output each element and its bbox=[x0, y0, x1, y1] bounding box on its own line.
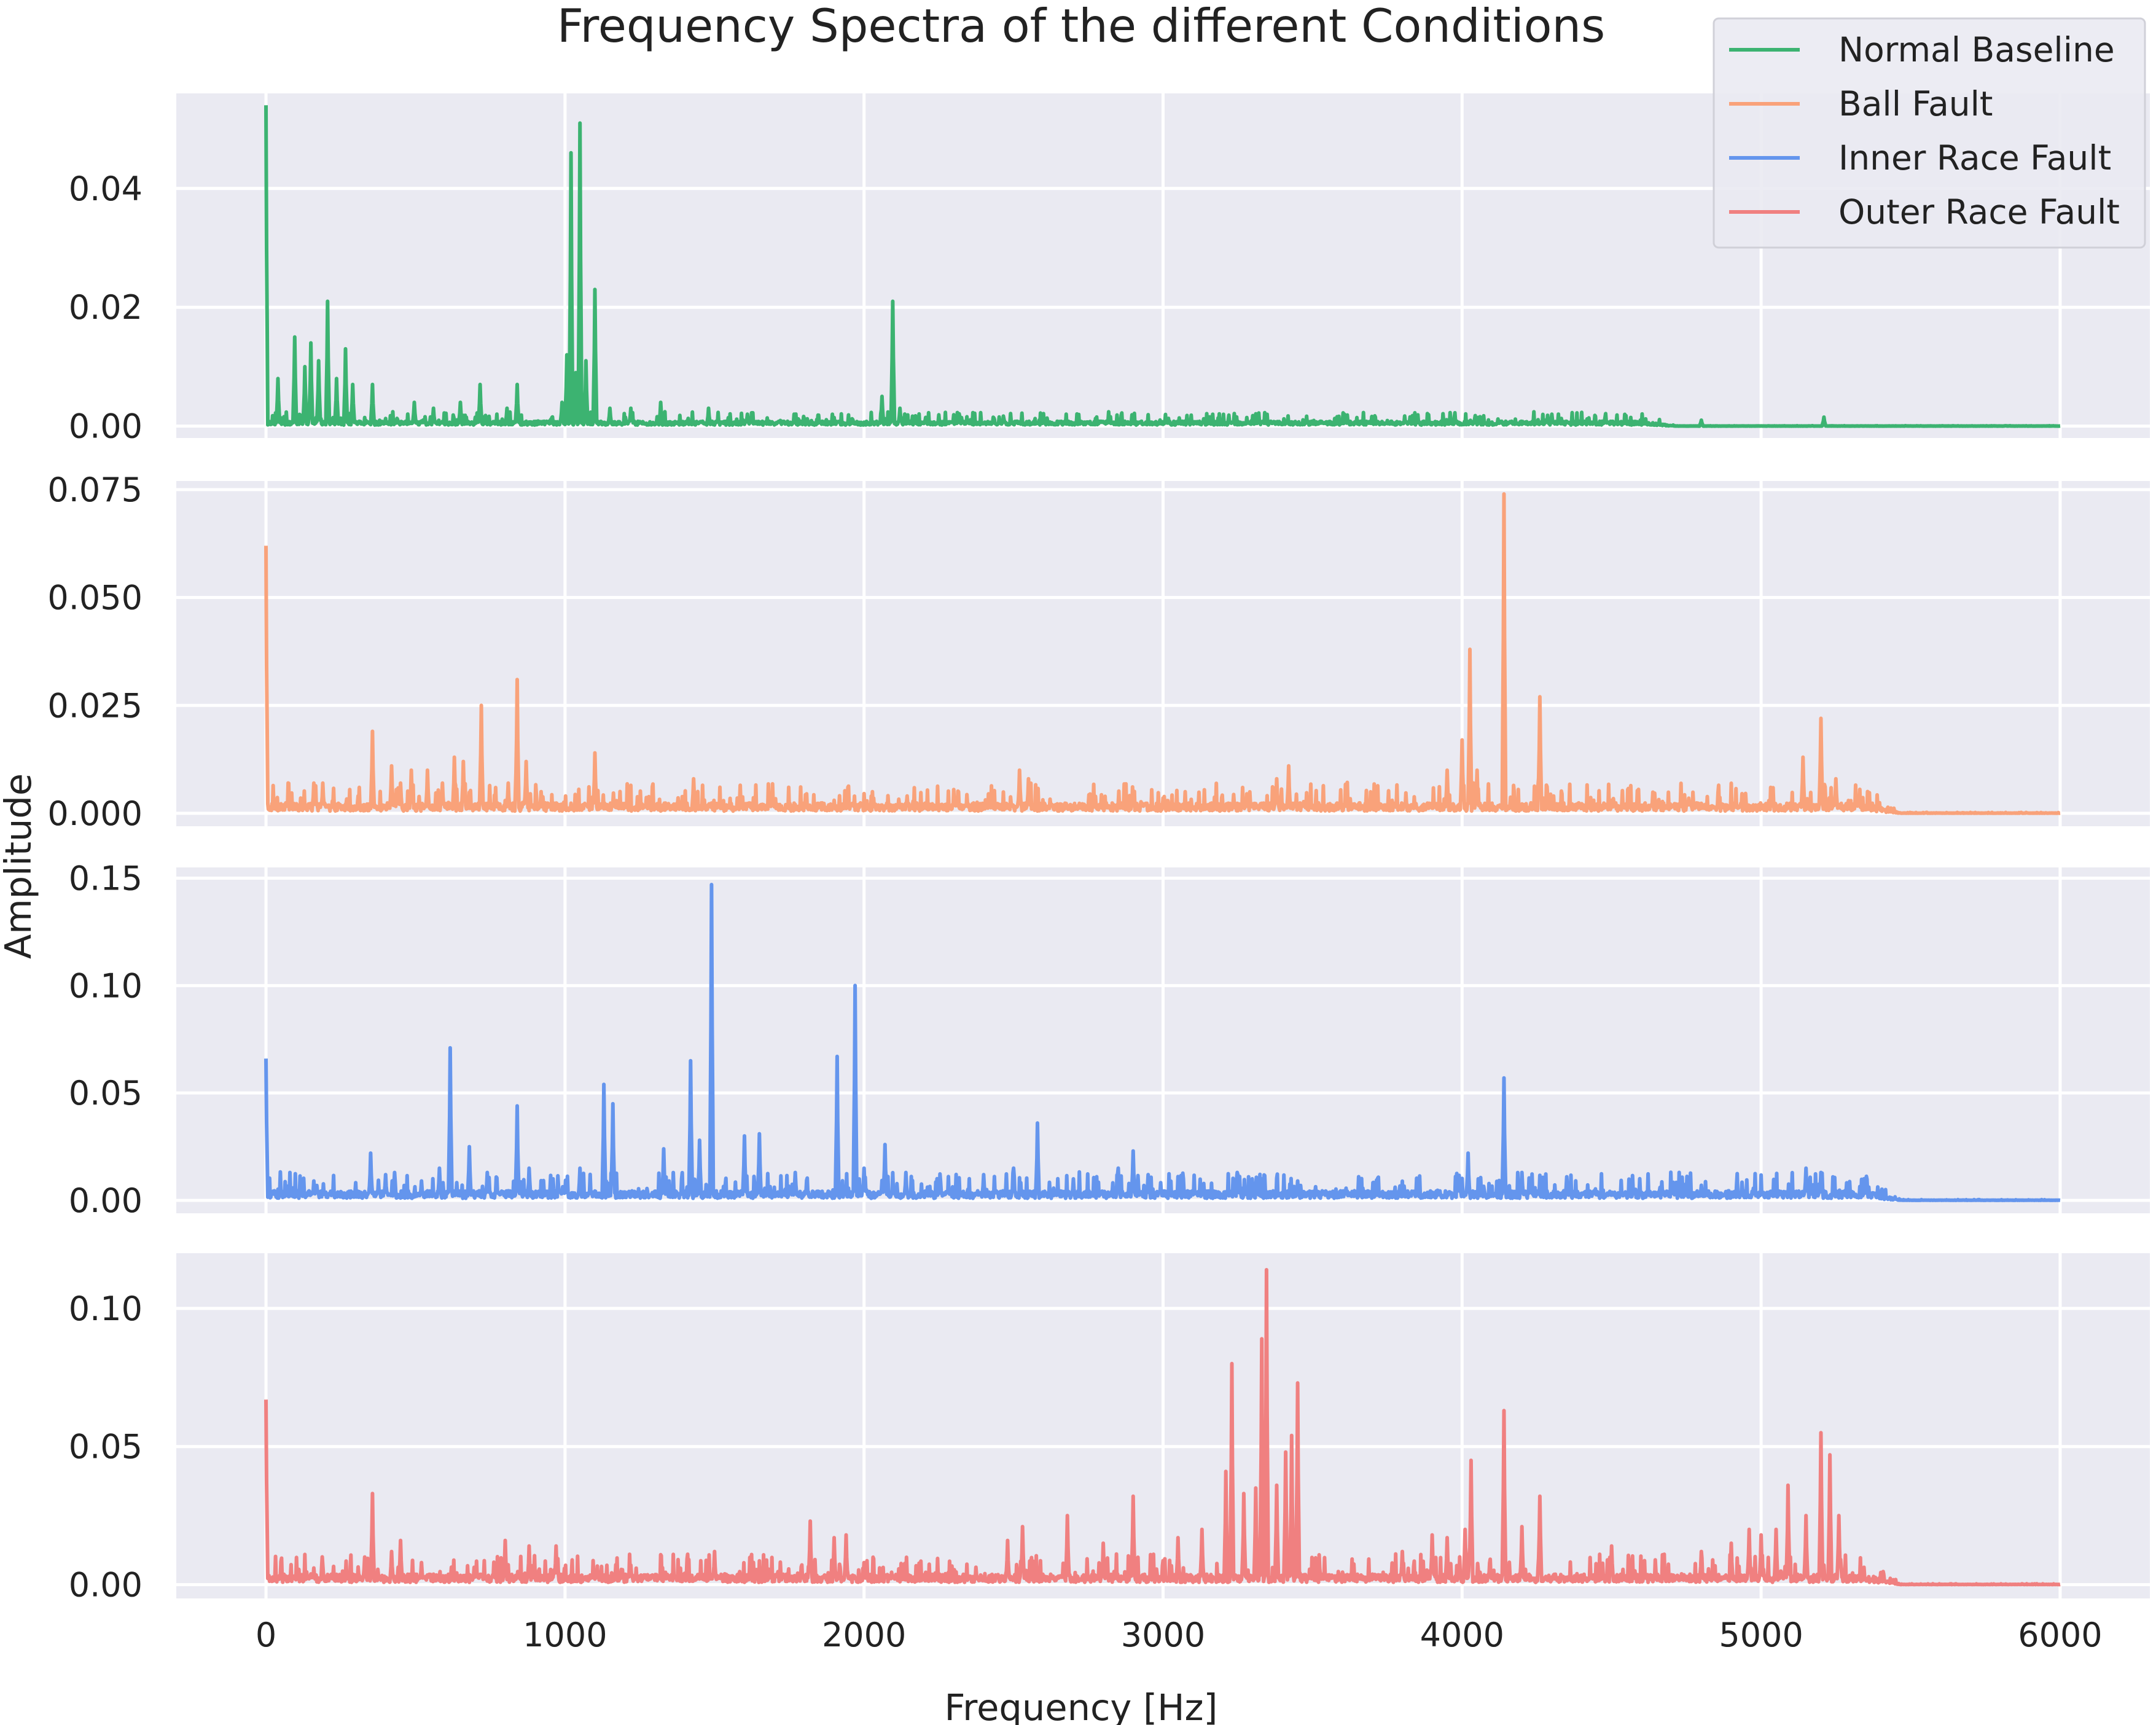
legend-box bbox=[1713, 17, 2146, 249]
y-tick-label: 0.04 bbox=[69, 170, 143, 208]
legend-label: Inner Race Fault bbox=[1838, 138, 2111, 178]
x-tick-label: 2000 bbox=[822, 1616, 906, 1654]
legend-label: Outer Race Fault bbox=[1838, 192, 2120, 232]
series-line bbox=[264, 883, 2061, 1202]
legend: Normal Baseline Ball Fault Inner Race Faul… bbox=[1713, 17, 2146, 249]
legend-label: Ball Fault bbox=[1838, 84, 1993, 123]
x-tick-label: 0 bbox=[256, 1616, 276, 1654]
series-line bbox=[264, 1268, 2061, 1587]
series-line bbox=[264, 105, 2061, 428]
subplot-3: 0.00 0.05 0.10 0.15 bbox=[69, 859, 2150, 1220]
subplot-2: 0.000 0.025 0.050 0.075 bbox=[47, 471, 2150, 833]
y-tick-label: 0.05 bbox=[69, 1428, 143, 1466]
y-tick-label: 0.050 bbox=[47, 579, 143, 617]
x-tick-labels: 0 1000 2000 3000 4000 5000 6000 bbox=[256, 1616, 2103, 1654]
y-tick-label: 0.05 bbox=[69, 1074, 143, 1113]
x-tick-label: 4000 bbox=[1420, 1616, 1504, 1654]
y-axis-label: Amplitude bbox=[0, 773, 39, 959]
y-tick-label: 0.00 bbox=[69, 1566, 143, 1605]
y-tick-label: 0.00 bbox=[69, 407, 143, 446]
legend-label: Normal Baseline bbox=[1838, 30, 2115, 69]
subplot-4: 0.00 0.05 0.10 bbox=[69, 1253, 2150, 1605]
y-tick-label: 0.02 bbox=[69, 288, 143, 327]
x-tick-label: 3000 bbox=[1121, 1616, 1205, 1654]
x-axis-label: Frequency [Hz] bbox=[945, 1686, 1218, 1725]
y-tick-label: 0.075 bbox=[47, 471, 143, 509]
y-tick-label: 0.15 bbox=[69, 859, 143, 898]
y-tick-label: 0.025 bbox=[47, 686, 143, 725]
y-tick-label: 0.00 bbox=[69, 1181, 143, 1220]
series-line bbox=[264, 492, 2061, 815]
x-tick-label: 5000 bbox=[1719, 1616, 1803, 1654]
y-tick-label: 0.10 bbox=[69, 1289, 143, 1328]
chart-title: Frequency Spectra of the different Condi… bbox=[557, 0, 1605, 53]
subplot-panels: 0.00 0.02 0.04 0.000 0.025 0.050 0.075 0.00 0.05… bbox=[47, 93, 2150, 1605]
y-tick-label: 0.10 bbox=[69, 966, 143, 1005]
x-tick-label: 1000 bbox=[523, 1616, 607, 1654]
x-tick-label: 6000 bbox=[2018, 1616, 2102, 1654]
y-tick-label: 0.000 bbox=[47, 794, 143, 833]
